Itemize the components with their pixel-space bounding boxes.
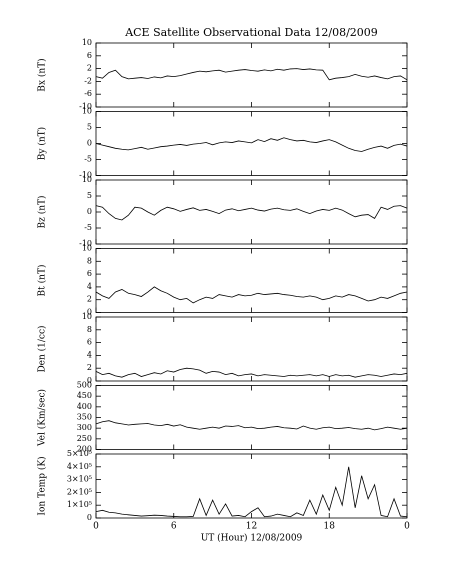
- y-tick-label: 4: [87, 350, 92, 359]
- x-tick-label: 6: [171, 522, 177, 532]
- y-tick-label: 6: [87, 51, 92, 60]
- data-line: [95, 420, 408, 431]
- y-axis-label: Bz (nT): [37, 195, 48, 228]
- plot-frame: [95, 42, 408, 108]
- x-tick-label: 0: [93, 522, 99, 532]
- y-tick-label: 6: [87, 269, 92, 278]
- x-tick-label: 18: [324, 522, 336, 532]
- y-tick-label: 10: [82, 107, 92, 116]
- y-tick-label: 350: [77, 413, 92, 422]
- y-tick-label: 2: [87, 295, 92, 304]
- y-tick-label: 1×10⁵: [67, 500, 92, 509]
- y-axis-label: Bx (nT): [37, 58, 48, 91]
- y-tick-label: 5: [87, 191, 92, 200]
- data-line: [95, 205, 408, 221]
- y-tick-label: 400: [77, 402, 92, 411]
- y-tick-label: -10: [79, 239, 92, 248]
- y-tick-label: -5: [84, 223, 92, 232]
- chart-title: ACE Satellite Observational Data 12/08/2…: [124, 26, 378, 39]
- y-tick-label: 450: [77, 391, 92, 400]
- y-tick-label: 2×10⁵: [67, 487, 92, 496]
- y-tick-label: -6: [84, 89, 92, 98]
- y-tick-label: 5: [87, 123, 92, 132]
- x-tick-label: 12: [246, 522, 257, 532]
- y-tick-label: 250: [77, 434, 92, 443]
- data-line: [95, 68, 408, 81]
- y-tick-label: -5: [84, 155, 92, 164]
- plot-frame: [95, 385, 408, 450]
- y-tick-label: 4: [87, 282, 92, 291]
- data-line: [95, 466, 408, 518]
- y-tick-label: 0: [87, 376, 92, 385]
- plot-frame: [95, 316, 408, 382]
- plot-frame: [95, 179, 408, 245]
- y-tick-label: 8: [87, 325, 92, 334]
- plot-frame: [95, 111, 408, 176]
- x-tick-label: 0: [404, 522, 410, 532]
- y-tick-label: -10: [79, 102, 92, 111]
- plot-frame: [95, 248, 408, 313]
- y-axis-label: Vel (Km/sec): [37, 389, 48, 447]
- plot-frame: [95, 453, 408, 519]
- y-tick-label: 0: [87, 207, 92, 216]
- y-tick-label: 4×10⁵: [67, 462, 92, 471]
- y-axis-label: Bt (nT): [37, 265, 48, 297]
- y-tick-label: 10: [82, 244, 92, 253]
- y-tick-label: 8: [87, 256, 92, 265]
- data-line: [95, 137, 408, 152]
- y-tick-label: 10: [82, 175, 92, 184]
- y-tick-label: 0: [87, 308, 92, 317]
- y-tick-label: 3×10⁵: [67, 475, 92, 484]
- y-tick-label: 2: [87, 64, 92, 73]
- y-axis-label: By (nT): [37, 127, 48, 160]
- y-tick-label: 10: [82, 38, 92, 47]
- y-tick-label: 500: [77, 381, 92, 390]
- y-axis-label: Den (1/cc): [37, 325, 48, 372]
- y-tick-label: 300: [77, 423, 92, 432]
- y-tick-label: 0: [87, 139, 92, 148]
- y-tick-label: -10: [79, 171, 92, 180]
- data-line: [95, 286, 408, 304]
- y-tick-label: 200: [77, 445, 92, 454]
- y-tick-label: 2: [87, 363, 92, 372]
- data-line: [95, 367, 408, 378]
- y-axis-label: Ion Temp (K): [37, 456, 48, 515]
- y-tick-label: 10: [82, 312, 92, 321]
- y-tick-label: 5×10⁵: [67, 449, 92, 458]
- y-tick-label: -2: [84, 76, 92, 85]
- y-tick-label: 0: [87, 513, 92, 522]
- y-tick-label: 6: [87, 338, 92, 347]
- x-axis-label: UT (Hour) 12/08/2009: [201, 533, 303, 544]
